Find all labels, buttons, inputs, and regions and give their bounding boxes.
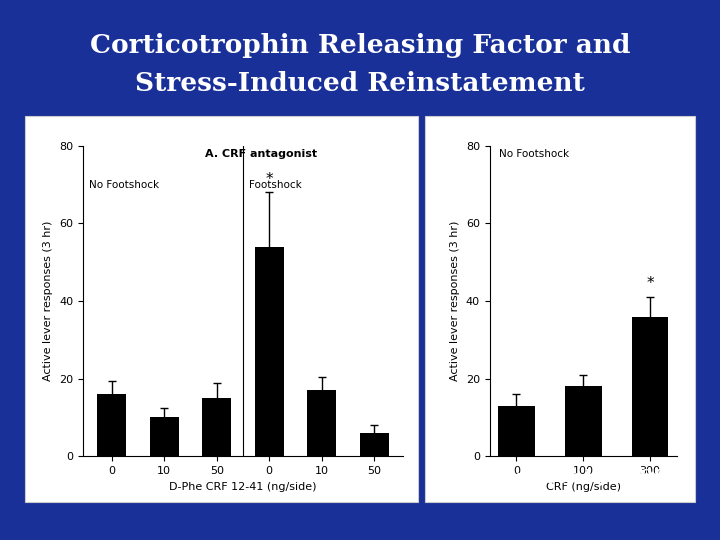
Bar <box>307 390 336 456</box>
Bar <box>360 433 389 456</box>
Y-axis label: Active lever responses (3 hr): Active lever responses (3 hr) <box>43 221 53 381</box>
Text: Stress-Induced Reinstatement: Stress-Induced Reinstatement <box>135 71 585 96</box>
Bar <box>498 406 535 456</box>
Bar <box>150 417 179 456</box>
Bar <box>255 247 284 456</box>
Bar <box>202 398 231 456</box>
Bar <box>565 387 601 456</box>
Text: *: * <box>646 276 654 292</box>
Bar <box>97 394 126 456</box>
X-axis label: D-Phe CRF 12-41 (ng/side): D-Phe CRF 12-41 (ng/side) <box>169 482 317 491</box>
Text: Shaham et al., 1998: Shaham et al., 1998 <box>449 469 667 487</box>
X-axis label: CRF (ng/side): CRF (ng/side) <box>546 482 621 491</box>
Text: Footshock: Footshock <box>249 180 302 190</box>
Text: No Footshock: No Footshock <box>89 180 159 190</box>
Bar <box>631 316 668 456</box>
Text: Corticotrophin Releasing Factor and: Corticotrophin Releasing Factor and <box>90 33 630 58</box>
Y-axis label: Active lever responses (3 hr): Active lever responses (3 hr) <box>450 221 460 381</box>
Text: *: * <box>266 172 273 186</box>
Text: A. CRF antagonist: A. CRF antagonist <box>204 149 317 159</box>
Text: No Footshock: No Footshock <box>499 149 569 159</box>
